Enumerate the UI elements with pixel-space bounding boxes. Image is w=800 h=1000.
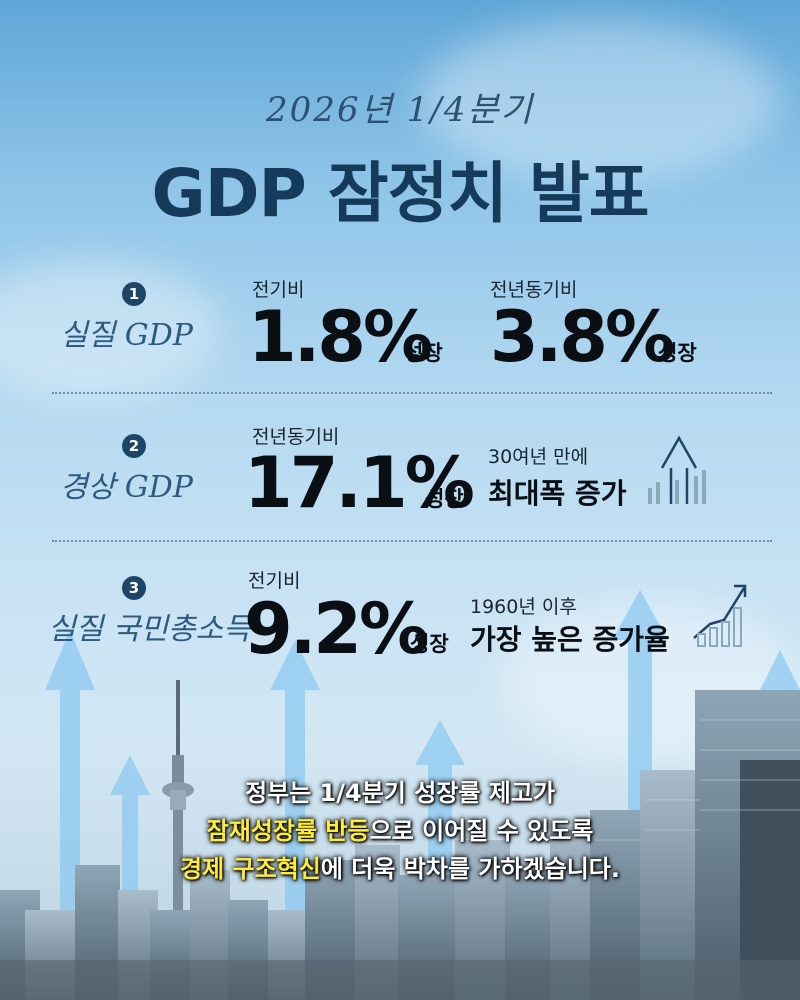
row-label-real-gni: 실질 국민총소득 (48, 612, 251, 647)
row-label-nominal-gdp: 경상 GDP (60, 470, 193, 505)
closing-message: 정부는 1/4분기 성장률 제고가 잠재성장률 반등으로 이어질 수 있도록 경… (0, 774, 800, 888)
cloud-decoration (0, 260, 220, 400)
row-number-badge: 2 (122, 434, 146, 458)
row3-col1-suffix: 성장 (410, 632, 449, 656)
growth-chart-icon (693, 584, 747, 647)
row3-note-small: 1960년 이후 (470, 596, 577, 618)
row1-col1-value: 1.8% (248, 296, 433, 378)
message-line-1: 정부는 1/4분기 성장률 제고가 (244, 779, 556, 807)
cloud-decoration (420, 20, 780, 180)
row3-note-big: 가장 높은 증가율 (470, 623, 670, 656)
row-number-badge: 1 (122, 282, 146, 306)
row2-note-small: 30여년 만에 (488, 446, 589, 468)
row1-col2-label: 전년동기비 (490, 279, 578, 301)
row-number-badge: 3 (122, 576, 146, 600)
row1-col1-label: 전기비 (252, 279, 305, 301)
row1-col2-value: 3.8% (490, 296, 675, 378)
row3-col1-label: 전기비 (248, 570, 301, 592)
row1-col1-suffix: 성장 (404, 341, 443, 365)
row-divider (52, 540, 772, 542)
message-line-3: 경제 구조혁신에 더욱 박차를 가하겠습니다. (0, 850, 800, 888)
message-line-2-rest: 으로 이어질 수 있도록 (369, 817, 594, 845)
page-title: GDP 잠정치 발표 (151, 155, 650, 232)
row2-col1-label: 전년동기비 (252, 426, 340, 448)
message-highlight-1: 잠재성장률 반등 (206, 817, 370, 845)
row2-col1-suffix: 성장 (425, 487, 464, 511)
message-line-2: 잠재성장률 반등으로 이어질 수 있도록 (0, 812, 800, 850)
row-label-real-gdp: 실질 GDP (60, 318, 193, 353)
message-line-3-rest: 에 더욱 박차를 가하겠습니다. (320, 855, 620, 883)
city-skyline (0, 680, 800, 1000)
row1-col2-suffix: 성장 (658, 341, 697, 365)
message-highlight-2: 경제 구조혁신 (180, 855, 321, 883)
row-divider (52, 392, 772, 394)
row2-col1-value: 17.1% (244, 442, 475, 524)
row3-col1-value: 9.2% (244, 588, 429, 670)
header-subtitle: 2026년 1/4분기 (266, 90, 534, 130)
arrow-up-bars-icon (648, 435, 706, 504)
row2-note-big: 최대폭 증가 (488, 477, 627, 510)
